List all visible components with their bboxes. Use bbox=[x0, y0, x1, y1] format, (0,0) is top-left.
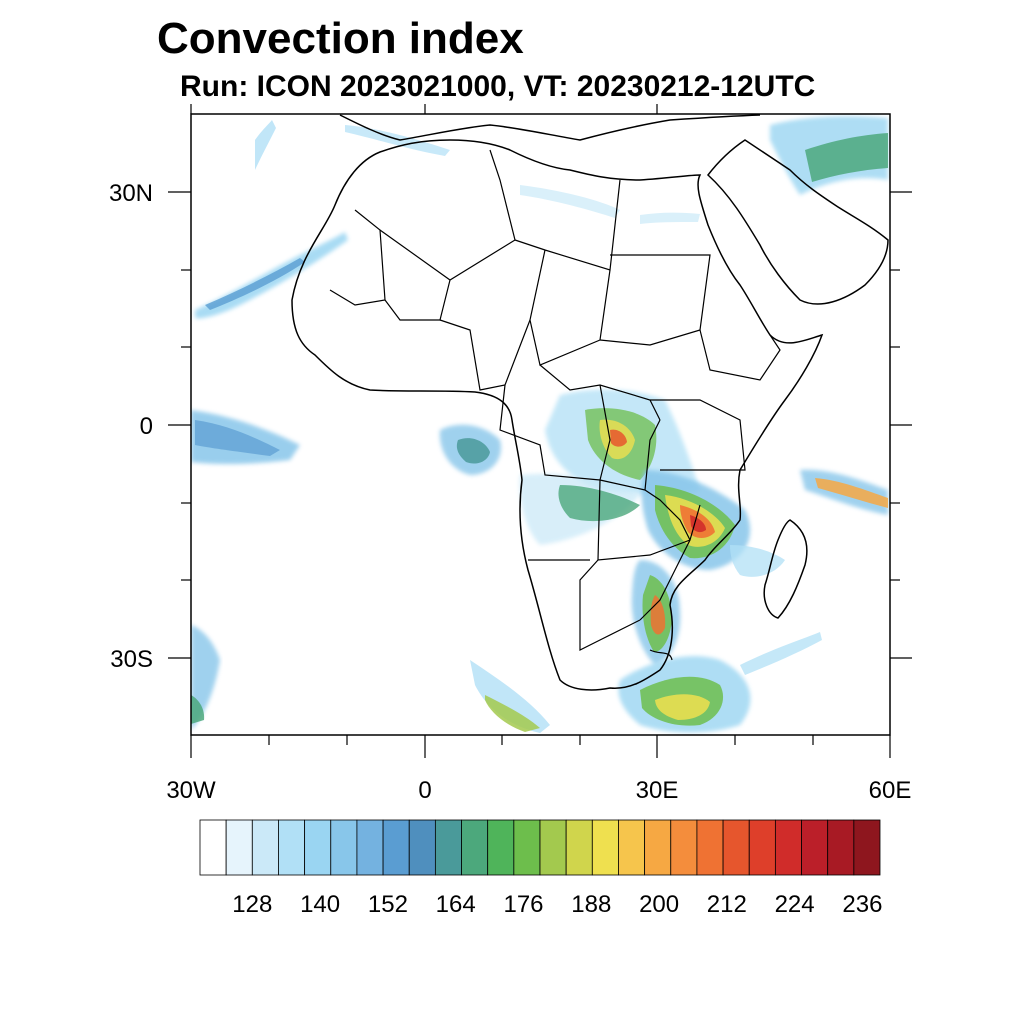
border-angola-zambia bbox=[597, 479, 691, 561]
field-nw-africa-core bbox=[205, 258, 305, 310]
colorbar-tick-label: 152 bbox=[368, 891, 408, 918]
colorbar-swatch bbox=[591, 819, 619, 876]
colorbar-swatch bbox=[748, 819, 776, 876]
convection-field bbox=[191, 116, 888, 733]
colorbar-swatch bbox=[278, 819, 306, 876]
border-burkina bbox=[384, 279, 451, 321]
colorbar-swatch bbox=[801, 819, 829, 876]
colorbar-swatch bbox=[434, 819, 462, 876]
colorbar-swatch bbox=[696, 819, 724, 876]
colorbar-swatch bbox=[618, 819, 646, 876]
field-sw-atlantic-core bbox=[191, 695, 205, 724]
colorbar-swatch bbox=[225, 819, 253, 876]
field-mediterranean bbox=[345, 125, 450, 156]
colorbar-tick-label: 236 bbox=[842, 891, 882, 918]
colorbar-tick-label: 188 bbox=[571, 891, 611, 918]
border-south-africa bbox=[649, 649, 673, 661]
colorbar-swatch bbox=[853, 819, 881, 876]
colorbar-swatch bbox=[565, 819, 593, 876]
y-tick-label: 0 bbox=[140, 413, 153, 440]
field-gulf-guinea-core bbox=[456, 438, 490, 464]
colorbar-tick-label: 140 bbox=[300, 891, 340, 918]
axis-ticks bbox=[168, 104, 912, 758]
field-madagascar-north bbox=[730, 545, 785, 577]
colorbar-swatch bbox=[304, 819, 332, 876]
border-kenya-uganda bbox=[650, 399, 746, 471]
border-ethiopia bbox=[699, 329, 781, 381]
field-atlantic-streak bbox=[255, 120, 276, 170]
field-congo-red bbox=[610, 429, 627, 447]
x-tick-label: 30E bbox=[636, 777, 679, 804]
colorbar-swatch bbox=[722, 819, 750, 876]
border-nigeria bbox=[439, 319, 531, 391]
arabia-coast bbox=[706, 139, 889, 305]
colorbar-swatch bbox=[199, 819, 227, 876]
coastlines bbox=[291, 114, 889, 691]
chart-title: Convection index bbox=[157, 14, 524, 63]
colorbar-swatch bbox=[539, 819, 567, 876]
colorbar bbox=[199, 819, 881, 876]
chart-subtitle: Run: ICON 2023021000, VT: 20230212-12UTC bbox=[180, 70, 816, 103]
colorbar-tick-label: 176 bbox=[503, 891, 543, 918]
field-mozambique-red bbox=[650, 595, 666, 635]
field-sahara-streak bbox=[520, 185, 620, 218]
colorbar-tick-label: 224 bbox=[775, 891, 815, 918]
y-tick-label: 30N bbox=[109, 180, 153, 207]
border-namibia-botswana bbox=[579, 559, 641, 651]
colorbar-labels: 128 140 152 164 176 188 200 212 224 236 bbox=[232, 891, 882, 918]
europe-coast bbox=[339, 114, 761, 141]
colorbar-swatch bbox=[774, 819, 802, 876]
colorbar-swatch bbox=[827, 819, 855, 876]
field-equatorial-atlantic-core bbox=[195, 420, 280, 456]
border-zimbabwe-mozambique bbox=[639, 504, 701, 621]
colorbar-swatch bbox=[513, 819, 541, 876]
africa-coast bbox=[291, 139, 824, 691]
colorbar-swatch bbox=[670, 819, 698, 876]
colorbar-swatch bbox=[251, 819, 279, 876]
field-middle-east-core bbox=[805, 133, 888, 182]
border-drc bbox=[599, 384, 661, 491]
field-egypt-streak bbox=[640, 212, 700, 224]
x-tick-label: 0 bbox=[418, 777, 431, 804]
field-south-atlantic-core bbox=[485, 695, 540, 732]
map-background bbox=[191, 114, 890, 735]
country-borders bbox=[329, 149, 781, 661]
colorbar-swatch bbox=[408, 819, 436, 876]
colorbar-tick-label: 200 bbox=[639, 891, 679, 918]
border-zambia-malawi bbox=[644, 489, 691, 541]
colorbar-swatch bbox=[382, 819, 410, 876]
colorbar-swatch bbox=[487, 819, 515, 876]
field-south-atlantic-outer bbox=[470, 660, 550, 733]
colorbar-tick-label: 212 bbox=[707, 891, 747, 918]
field-indian-ocean-band bbox=[740, 632, 822, 675]
field-seychelles-core bbox=[815, 478, 888, 508]
y-tick-label: 30S bbox=[110, 646, 153, 673]
colorbar-tick-label: 128 bbox=[232, 891, 272, 918]
colorbar-swatch bbox=[644, 819, 672, 876]
x-tick-label: 30W bbox=[166, 777, 216, 804]
field-se-africa-yellow bbox=[655, 694, 710, 720]
colorbar-swatch bbox=[330, 819, 358, 876]
madagascar-coast bbox=[763, 519, 808, 619]
colorbar-swatch bbox=[461, 819, 489, 876]
x-tick-label: 60E bbox=[869, 777, 912, 804]
border-cameroon-congo bbox=[499, 384, 601, 481]
colorbar-swatch bbox=[356, 819, 384, 876]
colorbar-tick-label: 164 bbox=[436, 891, 476, 918]
border-libya-niger-chad bbox=[514, 179, 621, 271]
